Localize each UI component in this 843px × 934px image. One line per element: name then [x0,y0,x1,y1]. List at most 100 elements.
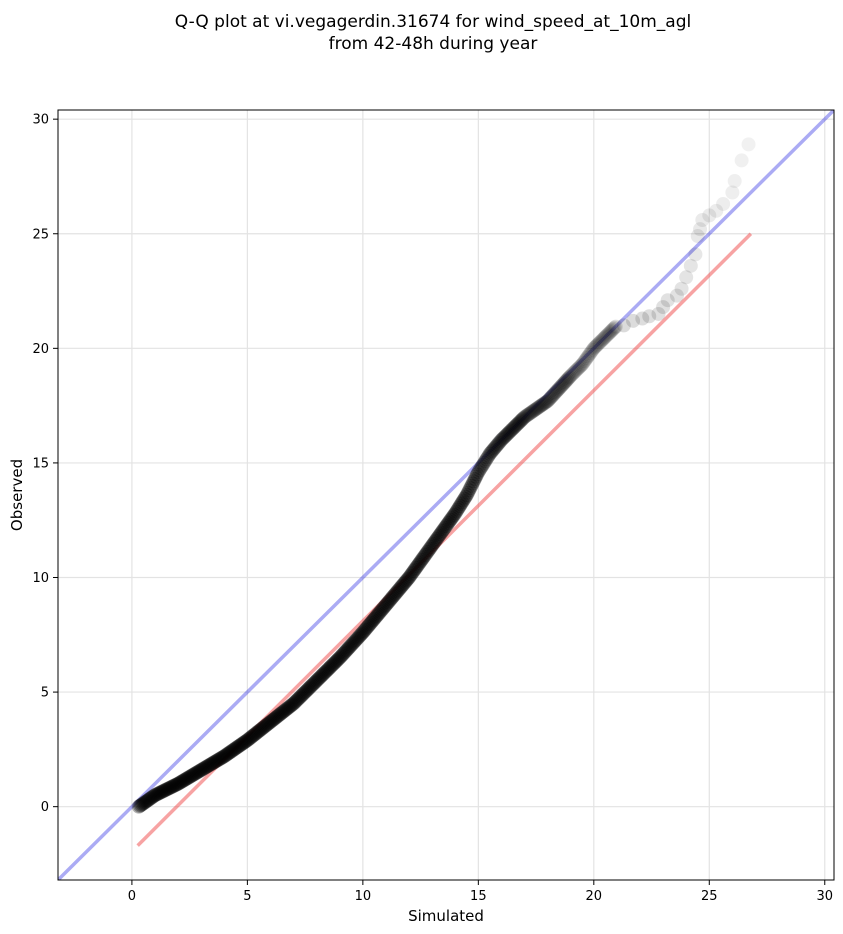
identity-line [58,110,834,880]
quantile-point [385,589,400,604]
x-tick-label: 25 [701,889,718,904]
quantile-point [343,639,358,654]
quantile-point [406,564,421,579]
quantile-point [532,399,547,414]
quantile-point [537,396,552,411]
quantile-point [277,703,292,718]
quantile-point [137,795,152,810]
quantile-point [154,784,169,799]
x-tick-label: 10 [355,889,372,904]
quantile-point [408,560,423,575]
quantile-point [490,437,505,452]
quantile-point [142,792,157,807]
quantile-point [478,454,493,469]
quantile-point [421,543,436,558]
quantile-point [270,709,285,724]
quantile-point [146,789,161,804]
quantile-point [380,596,395,611]
quantile-point [216,749,231,764]
tail-point [690,229,705,244]
quantile-point [423,540,438,555]
quantile-point [190,765,205,780]
quantile-point [575,357,590,372]
quantile-point [278,702,293,717]
quantile-point [172,776,187,791]
quantile-point [578,352,593,367]
quantile-point [606,321,621,336]
quantile-point [250,724,265,739]
quantile-point [368,610,383,625]
quantile-point [598,329,613,344]
quantile-point [381,595,396,610]
quantile-point [242,731,257,746]
quantile-point [419,546,434,561]
quantile-point [527,402,542,417]
axis-ticks: 0 5 10 15 20 25 30 0 5 10 15 20 25 30 [32,113,833,904]
quantile-point [570,361,585,376]
quantile-point [292,690,307,705]
quantile-point [434,525,449,540]
quantile-point [136,796,151,811]
quantile-point [211,752,226,767]
quantile-point [471,465,486,480]
quantile-point [460,485,475,500]
quantile-point [370,607,385,622]
quantile-point [311,671,326,686]
quantile-point [383,592,398,607]
quantile-point [348,633,363,648]
quantile-point [412,556,427,571]
quantile-point [163,780,178,795]
tail-point [695,213,710,227]
quantile-point [196,761,211,776]
quantile-point [489,438,504,453]
quantile-point [463,481,478,496]
quantile-point [143,791,158,806]
quantile-point [523,406,538,421]
chart-title-line-2: from 42-48h during year [329,34,538,54]
tail-point [635,311,650,326]
quantile-point [485,444,500,458]
quantile-point [392,581,407,596]
quantile-point [328,655,343,670]
quantile-point [182,769,197,784]
quantile-point [420,544,435,559]
quantile-point [519,408,534,423]
quantile-point [429,532,444,546]
quantile-point [265,713,280,728]
quantile-point [342,640,356,655]
quantile-point [492,435,507,450]
quantile-point [285,697,300,712]
quantile-point [269,710,284,725]
quantile-point [452,499,467,513]
quantile-point [542,391,557,406]
quantile-point [254,722,269,737]
quantile-point [338,644,353,659]
quantile-point [517,410,532,425]
tail-point [741,137,756,152]
quantile-point [355,625,370,640]
quantile-point [586,341,601,356]
quantile-point [514,413,529,428]
tail-point [716,196,731,211]
quantile-point [562,370,577,385]
quantile-point [201,758,216,773]
quantile-point [473,461,488,476]
x-tick-label: 5 [243,889,251,904]
quantile-point [402,570,417,585]
quantile-point [407,562,422,577]
quantile-point [198,760,213,775]
tail-point [734,153,749,168]
quantile-point [223,745,238,760]
quantile-point [346,635,361,650]
quantile-point [181,770,196,785]
quantile-point [261,716,276,731]
quantile-point [152,785,167,800]
quantile-point [373,604,388,619]
quantile-point [362,617,377,632]
quantile-point [367,611,382,626]
quantile-point [360,620,375,634]
quantile-point [247,727,262,742]
quantile-point [359,621,374,636]
quantile-point [228,741,243,756]
